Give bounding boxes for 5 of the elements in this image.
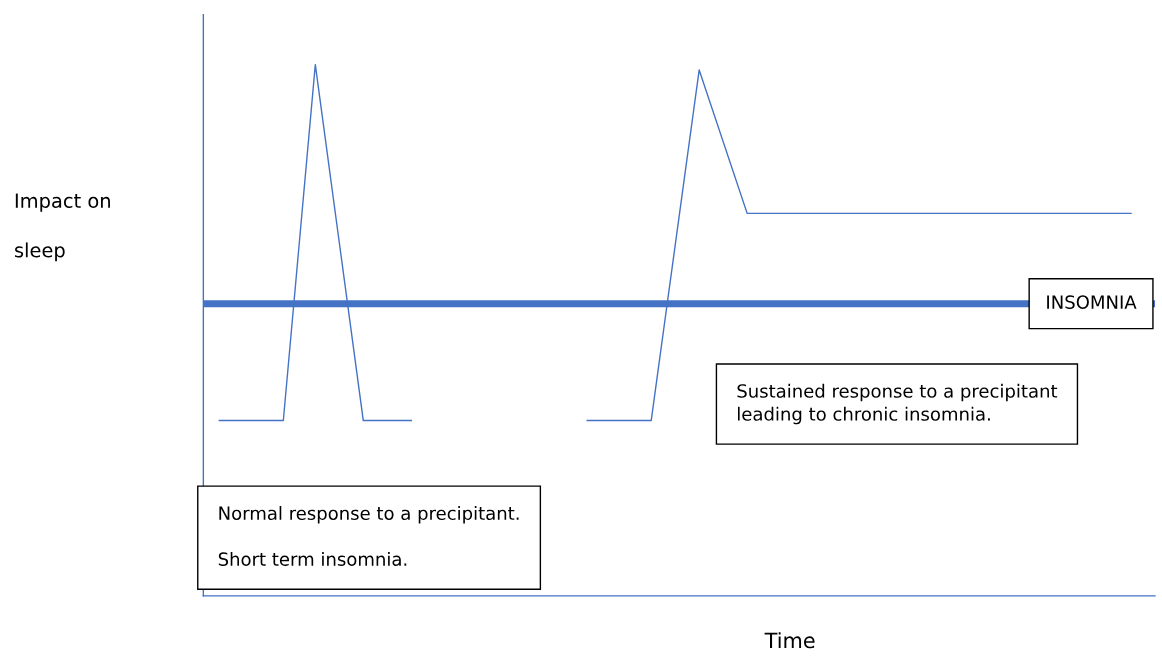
annotation: Sustained response to a precipitant leading to chronic insomnia. — [737, 383, 1058, 425]
x-axis-title: Time — [764, 632, 815, 649]
text: Normal response to a precipitant. Short term insomnia. — [218, 506, 519, 566]
ref-line-label: INSOMNIA — [1047, 295, 1137, 309]
text: Impact on sleep — [15, 193, 110, 262]
